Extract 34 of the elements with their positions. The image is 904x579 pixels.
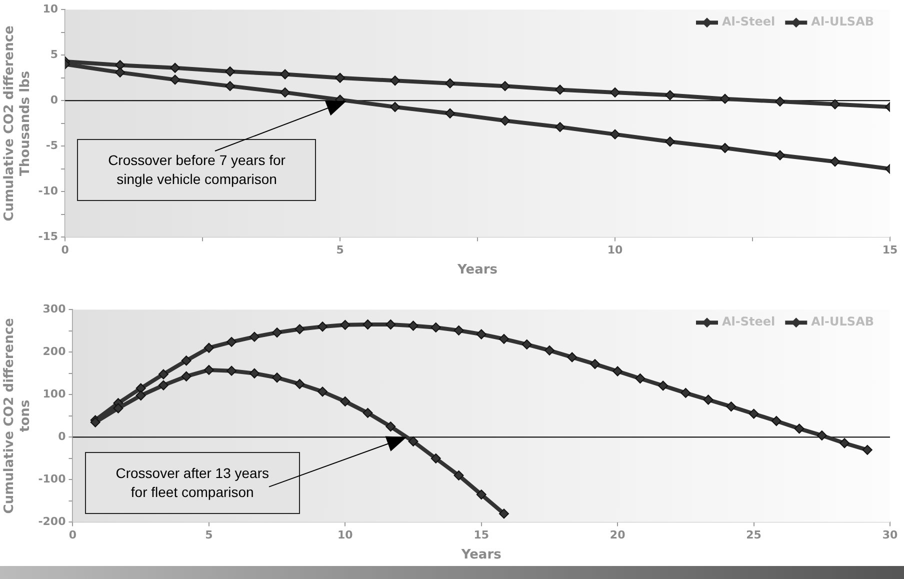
annotation: Crossover after 13 years for fleet comparison: [116, 464, 270, 502]
note-box: Crossover after 13 years for fleet comparison: [84, 452, 300, 514]
x-axis-title: Years: [460, 548, 502, 563]
y-tick-label: 0: [58, 430, 66, 444]
x-tick-label: 5: [336, 244, 344, 257]
y-tick-label: 200: [42, 344, 66, 358]
y-tick-label: 300: [42, 302, 66, 316]
x-axis-title: Years: [456, 262, 498, 278]
y-tick-label: 10: [42, 2, 58, 16]
y-axis-title: Cumulative CO2 difference tons: [2, 318, 33, 514]
y-tick-label: -5: [46, 139, 58, 152]
annotation: Crossover before 7 years for single vehicle comparison: [108, 150, 286, 189]
x-tick-label: 0: [68, 528, 77, 542]
x-tick-label: 10: [607, 244, 624, 257]
x-tick-label: 20: [610, 528, 626, 542]
y-tick-label: 0: [50, 94, 58, 106]
x-tick-label: 30: [882, 528, 898, 542]
y-tick-label: -100: [38, 472, 66, 486]
y-tick-label: 5: [50, 48, 58, 61]
x-tick-label: 15: [882, 244, 898, 257]
y-tick-label: -10: [38, 184, 58, 198]
y-tick-label: -15: [38, 230, 58, 244]
y-tick-label: -200: [38, 515, 66, 528]
note-box: Crossover before 7 years for single vehicle comparison: [77, 138, 316, 201]
legend-label: Al-ULSAB: [811, 14, 874, 29]
x-tick-label: 15: [474, 528, 490, 542]
legend-label: Al-ULSAB: [811, 314, 874, 329]
legend-label: Al-Steel: [722, 14, 776, 29]
x-tick-label: 25: [746, 528, 762, 542]
x-tick-label: 5: [205, 528, 213, 542]
x-tick-label: 10: [337, 528, 354, 542]
y-tick-label: 100: [42, 388, 66, 400]
y-axis-title: Cumulative CO2 difference Thousands lbs: [2, 25, 33, 222]
legend-label: Al-Steel: [722, 314, 776, 329]
